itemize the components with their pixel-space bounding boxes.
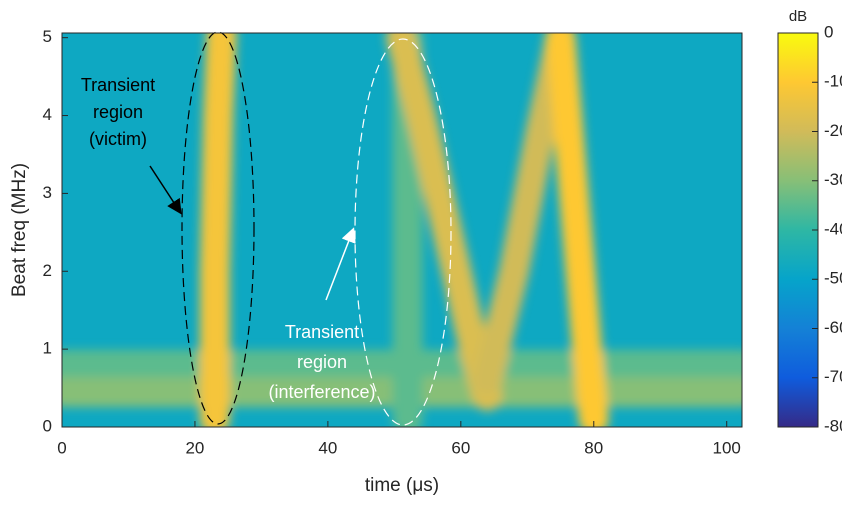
annotation: Transient: [81, 75, 155, 95]
x-tick-label: 0: [57, 438, 66, 457]
colorbar-tick-label: -50: [824, 269, 842, 288]
annotation: region: [93, 102, 143, 122]
y-axis-label: Beat freq (MHz): [9, 163, 30, 297]
x-tick-label: 80: [584, 438, 603, 457]
victim-arrow: [149, 165, 182, 215]
x-axis-label: time (μs): [365, 475, 439, 496]
plot-frame: [61, 32, 743, 428]
x-tick-label: 100: [713, 438, 741, 457]
y-tick-label: 5: [43, 27, 52, 46]
colorbar: [777, 32, 819, 428]
overlay: [149, 31, 452, 426]
colorbar-tick-label: -10: [824, 72, 842, 91]
ridge: [199, 33, 237, 427]
colorbar-tick-label: -60: [824, 318, 842, 337]
interference-arrow: [325, 227, 356, 301]
colorbar-tick-label: -40: [824, 219, 842, 238]
annotation: region: [297, 352, 347, 372]
y-tick-label: 2: [43, 261, 52, 280]
colorbar-tick-label: -80: [824, 416, 842, 435]
annotation: (victim): [89, 129, 147, 149]
victim-ellipse: [181, 31, 255, 425]
colorbar-tick-label: -30: [824, 170, 842, 189]
colorbar-tick-label: -70: [824, 367, 842, 386]
plot-area: [62, 33, 742, 427]
colorbar-label: dB: [789, 8, 807, 25]
x-tick-label: 60: [451, 438, 470, 457]
x-tick-label: 40: [318, 438, 337, 457]
y-tick-label: 1: [43, 339, 52, 358]
ridges: [62, 33, 742, 427]
annotation: (interference): [268, 382, 375, 402]
colorbar-tick-label: 0: [824, 22, 833, 41]
y-tick-label: 4: [43, 105, 52, 124]
x-tick-label: 20: [185, 438, 204, 457]
y-tick-label: 0: [43, 416, 52, 435]
y-tick-label: 3: [43, 183, 52, 202]
colorbar-tick-label: -20: [824, 121, 842, 140]
annotation: Transient: [285, 322, 359, 342]
ridge: [545, 33, 609, 427]
